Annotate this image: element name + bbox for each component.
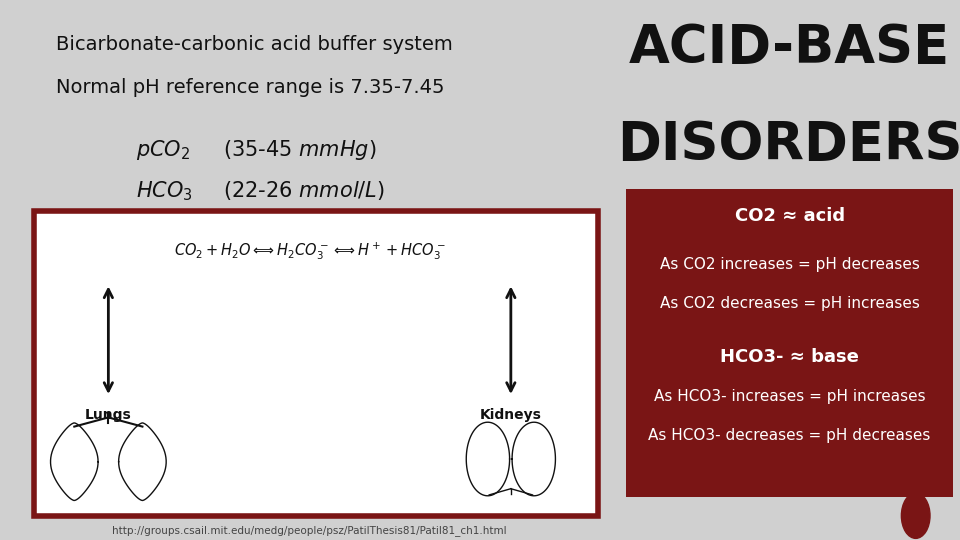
Text: $CO_2 + H_2O \Longleftrightarrow H_2CO_3^- \Longleftrightarrow H^+ + HCO_3^-$: $CO_2 + H_2O \Longleftrightarrow H_2CO_3… <box>174 240 445 262</box>
Text: HCO3- ≈ base: HCO3- ≈ base <box>720 348 859 366</box>
Circle shape <box>901 493 930 538</box>
Polygon shape <box>119 423 166 501</box>
Text: $HCO_3$: $HCO_3$ <box>136 179 193 203</box>
Text: $(35$-$45\ mmHg)$: $(35$-$45\ mmHg)$ <box>223 138 376 161</box>
Text: Lungs: Lungs <box>85 408 132 422</box>
Text: Normal pH reference range is 7.35-7.45: Normal pH reference range is 7.35-7.45 <box>56 78 444 97</box>
Text: As HCO3- decreases = pH decreases: As HCO3- decreases = pH decreases <box>648 428 931 443</box>
Polygon shape <box>467 422 510 496</box>
Polygon shape <box>512 422 556 496</box>
Text: Bicarbonate-carbonic acid buffer system: Bicarbonate-carbonic acid buffer system <box>56 35 452 54</box>
Text: $(22$-$26\ mmol/L)$: $(22$-$26\ mmol/L)$ <box>223 179 385 202</box>
Bar <box>626 189 953 497</box>
Text: CO2 ≈ acid: CO2 ≈ acid <box>734 207 845 225</box>
Text: $pCO_2$: $pCO_2$ <box>136 138 190 161</box>
Text: Kidneys: Kidneys <box>480 408 541 422</box>
Text: DISORDERS: DISORDERS <box>617 119 960 171</box>
Polygon shape <box>51 423 98 501</box>
Text: ACID-BASE: ACID-BASE <box>629 22 950 73</box>
Text: As HCO3- increases = pH increases: As HCO3- increases = pH increases <box>654 389 925 404</box>
Text: As CO2 decreases = pH increases: As CO2 decreases = pH increases <box>660 296 920 312</box>
Text: As CO2 increases = pH decreases: As CO2 increases = pH decreases <box>660 257 920 272</box>
Text: http://groups.csail.mit.edu/medg/people/psz/PatilThesis81/Patil81_ch1.html: http://groups.csail.mit.edu/medg/people/… <box>112 525 507 536</box>
Bar <box>34 211 597 516</box>
